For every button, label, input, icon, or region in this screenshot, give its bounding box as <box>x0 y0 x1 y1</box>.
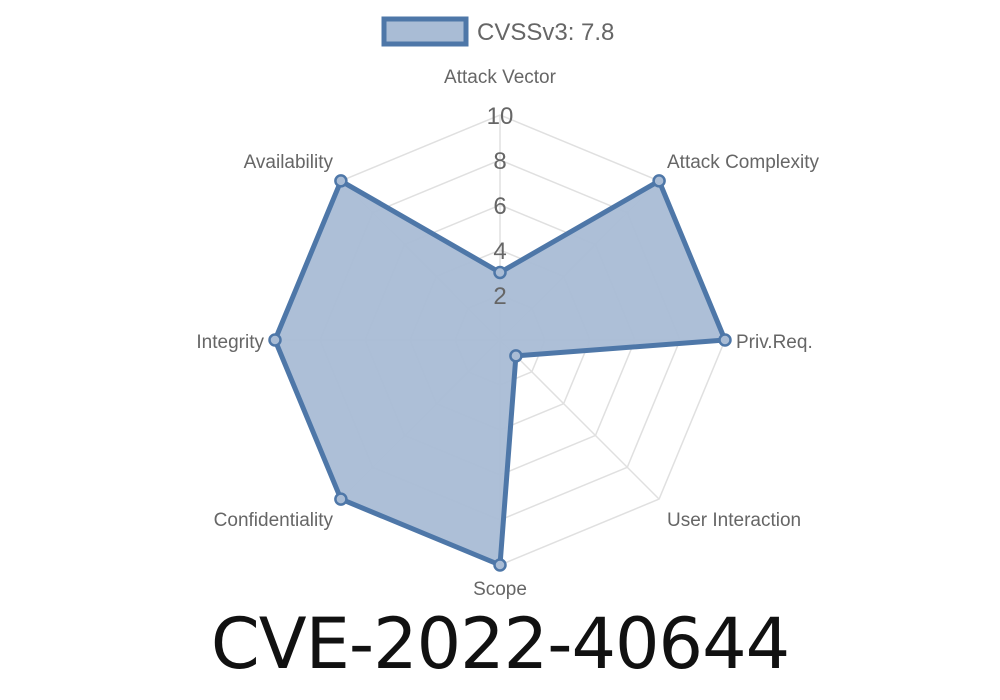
grid-spoke <box>499 339 660 500</box>
data-point <box>493 265 507 280</box>
axis-label: User Interaction <box>667 510 801 531</box>
data-point <box>493 558 507 572</box>
legend-label: CVSSv3: 7.8 <box>477 19 614 46</box>
data-point <box>718 333 732 347</box>
cve-title: CVE-2022-40644 <box>210 603 790 685</box>
tick-label: 4 <box>493 238 506 265</box>
tick-label: 2 <box>493 283 506 310</box>
axis-label: Availability <box>244 152 334 173</box>
axis-label: Priv.Req. <box>736 332 813 353</box>
axis-label: Attack Complexity <box>667 152 820 173</box>
legend-swatch <box>381 16 469 47</box>
axis-label: Confidentiality <box>214 510 334 531</box>
data-point <box>268 333 282 347</box>
data-point <box>509 349 523 363</box>
data-point <box>652 174 666 188</box>
tick-label: 10 <box>487 103 514 130</box>
axis-label: Scope <box>473 579 527 600</box>
data-point <box>334 174 348 188</box>
tick-label: 6 <box>493 193 506 220</box>
data-point <box>334 492 348 506</box>
tick-label: 8 <box>493 148 506 175</box>
axis-label: Integrity <box>196 332 264 353</box>
axis-label: Attack Vector <box>444 67 557 88</box>
